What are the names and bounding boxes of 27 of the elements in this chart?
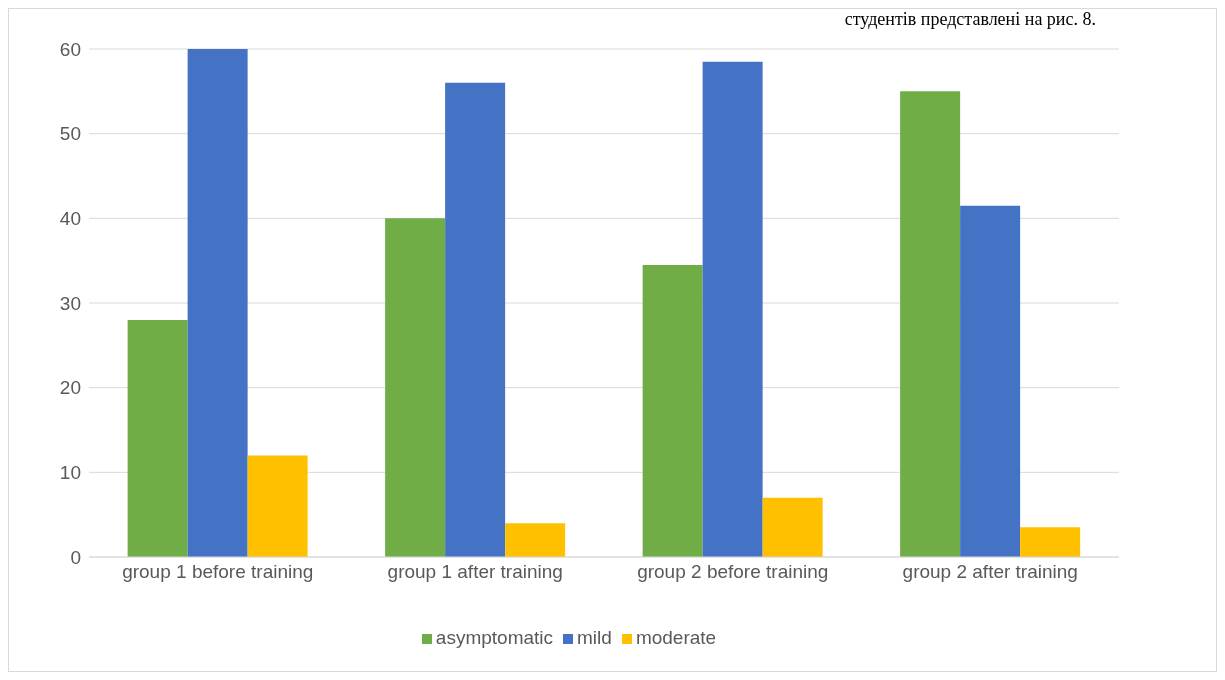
x-tick-label: group 2 after training [902, 561, 1078, 583]
bar [762, 497, 823, 557]
bar [702, 61, 763, 557]
bar [187, 49, 248, 557]
y-tick-label: 0 [70, 546, 81, 568]
legend-label: moderate [635, 627, 717, 648]
y-tick-label: 30 [59, 292, 81, 314]
bar [900, 91, 961, 557]
bar [642, 264, 703, 557]
y-tick-label: 50 [59, 123, 81, 145]
text: студентів представлені на рис. 8. [844, 9, 1096, 30]
bar [247, 455, 308, 557]
bar [127, 319, 188, 557]
y-tick-label: 60 [59, 38, 81, 60]
x-tick-label: group 1 after training [387, 561, 563, 583]
x-tick-label: group 2 before training [637, 561, 829, 583]
bar [960, 205, 1021, 557]
y-tick-label: 40 [59, 208, 81, 230]
bar [445, 82, 506, 557]
bar [385, 218, 446, 557]
legend-label: mild [577, 627, 612, 648]
y-tick-label: 10 [59, 462, 81, 484]
x-tick-label: group 1 before training [122, 561, 314, 583]
bar [505, 523, 566, 557]
legend-label: asymptomatic [435, 627, 554, 648]
y-tick-label: 20 [59, 377, 81, 399]
bar [1020, 527, 1081, 557]
